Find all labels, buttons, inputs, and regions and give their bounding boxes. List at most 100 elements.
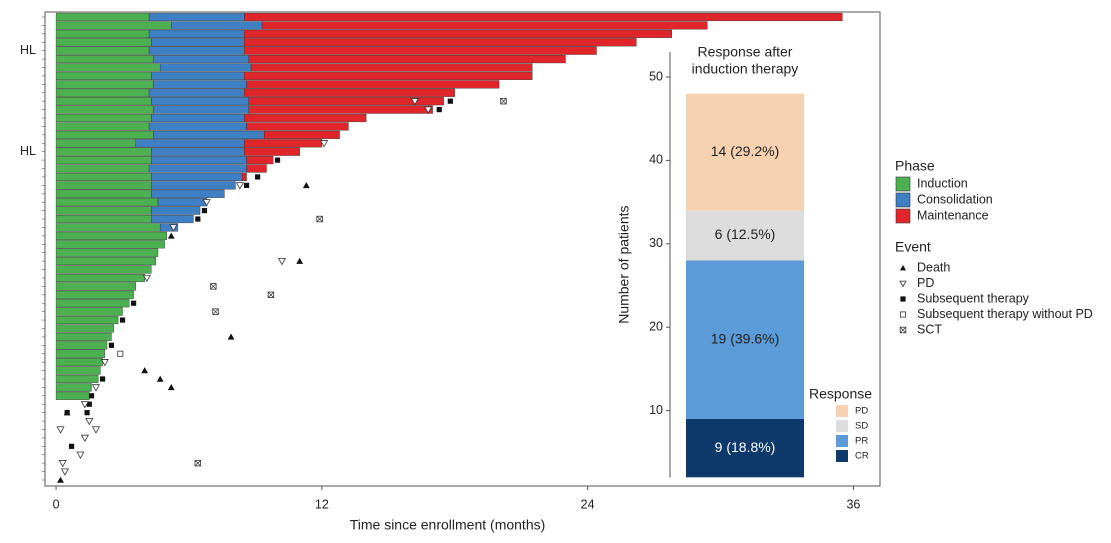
pd-marker: [410, 98, 419, 106]
response-bar-label: 14 (29.2%): [711, 143, 779, 159]
sct-marker: [194, 459, 202, 467]
patient-label: HL: [20, 43, 36, 57]
pd-marker: [91, 384, 101, 392]
response-bar-segment: [686, 93, 804, 211]
phase-bar: [55, 383, 92, 392]
phase-bar: [244, 46, 597, 55]
response-bar-segment: [686, 210, 804, 261]
phase-legend-swatch: [895, 192, 911, 208]
phase-bar: [151, 113, 245, 123]
event-legend-label: Death: [917, 260, 950, 274]
sct-cross: [267, 291, 274, 298]
phase-bar: [148, 164, 247, 173]
pd-marker: [60, 468, 70, 476]
phase-bar: [55, 206, 152, 215]
phase-bar: [135, 139, 245, 148]
phase-bar: [148, 122, 247, 131]
phase-bar: [244, 38, 637, 47]
phase-bar: [55, 130, 154, 139]
phase-bar: [55, 214, 152, 224]
phase-legend-swatch: [895, 176, 911, 192]
pd-marker: [76, 451, 85, 459]
inset-y-tick-label: 20: [649, 319, 663, 333]
sct-marker: [210, 283, 217, 290]
sct-marker: [212, 308, 219, 315]
inset-title: Response after: [698, 44, 793, 60]
phase-bar: [55, 189, 152, 198]
death-marker: [57, 476, 64, 483]
subsequent-therapy-marker: [243, 182, 250, 188]
sct-marker: [500, 97, 507, 105]
subsequent-therapy-marker: [255, 174, 261, 180]
phase-bar: [55, 63, 161, 72]
phase-bar: [151, 181, 236, 190]
subsequent-therapy-marker: [447, 98, 453, 104]
death-marker: [227, 333, 235, 340]
y-axis-label: Patients: [0, 224, 3, 275]
subsequent-therapy-marker: [195, 216, 201, 222]
event-legend-marker: [900, 265, 906, 271]
phase-bar: [148, 46, 245, 55]
death-marker: [302, 181, 310, 189]
pd-marker: [100, 359, 109, 367]
response-legend-swatch: [836, 420, 848, 432]
subsequent-therapy-marker: [201, 208, 208, 214]
event-legend-label: Subsequent therapy without PD: [917, 307, 1093, 321]
event-legend-label: Subsequent therapy: [917, 291, 1030, 305]
sct-marker: [316, 215, 323, 223]
phase-bar: [246, 122, 349, 131]
phase-bar: [55, 265, 152, 274]
response-bar-label: 6 (12.5%): [715, 226, 776, 242]
subsequent-therapy-marker: [99, 376, 106, 382]
phase-bar: [148, 29, 245, 38]
phase-bar: [246, 80, 500, 89]
phase-legend-label: Consolidation: [917, 192, 993, 206]
phase-bar: [241, 172, 247, 182]
phase-bar: [55, 332, 112, 341]
phase-bar: [151, 97, 249, 106]
sct-cross: [194, 460, 201, 467]
phase-bar: [148, 88, 245, 97]
x-tick-label: 36: [846, 497, 860, 511]
phase-bar: [55, 231, 168, 240]
phase-bar: [55, 358, 103, 367]
response-legend-swatch: [836, 435, 848, 447]
response-legend-label: PR: [855, 436, 868, 447]
phase-legend-label: Maintenance: [917, 208, 989, 222]
phase-bar: [55, 172, 152, 182]
phase-bar: [153, 80, 247, 89]
response-legend-title: Response: [809, 386, 872, 402]
death-marker: [167, 232, 175, 239]
phase-bar: [55, 113, 152, 123]
pd-marker: [319, 140, 329, 148]
phase-bar: [55, 97, 152, 106]
pd-marker: [56, 426, 65, 434]
phase-bar: [261, 21, 708, 30]
phase-bar: [55, 12, 150, 22]
phase-bar: [248, 105, 433, 114]
sct-cross: [212, 308, 219, 315]
subsequent-therapy-marker: [84, 410, 90, 416]
phase-bar: [55, 273, 145, 283]
phase-bar: [55, 374, 99, 384]
x-tick-label: 0: [53, 497, 60, 511]
x-tick-label: 12: [315, 497, 329, 511]
event-legend-marker: [899, 326, 907, 334]
response-bar-segment: [686, 260, 804, 419]
x-axis-label: Time since enrollment (months): [350, 517, 546, 533]
response-legend-label: PD: [855, 406, 868, 417]
death-marker: [141, 367, 149, 374]
phase-bar: [148, 12, 245, 22]
subsequent-therapy-marker: [130, 300, 137, 306]
pd-marker: [202, 199, 211, 207]
phase-bar: [55, 21, 172, 30]
phase-bar: [171, 21, 263, 30]
phase-bar: [264, 130, 340, 139]
phase-bar: [55, 38, 152, 47]
inset-y-tick-label: 10: [649, 403, 663, 417]
event-legend-label: PD: [917, 276, 934, 290]
subsequent-therapy-marker: [88, 393, 95, 399]
phase-bar: [55, 71, 152, 80]
phase-bar: [55, 181, 152, 190]
